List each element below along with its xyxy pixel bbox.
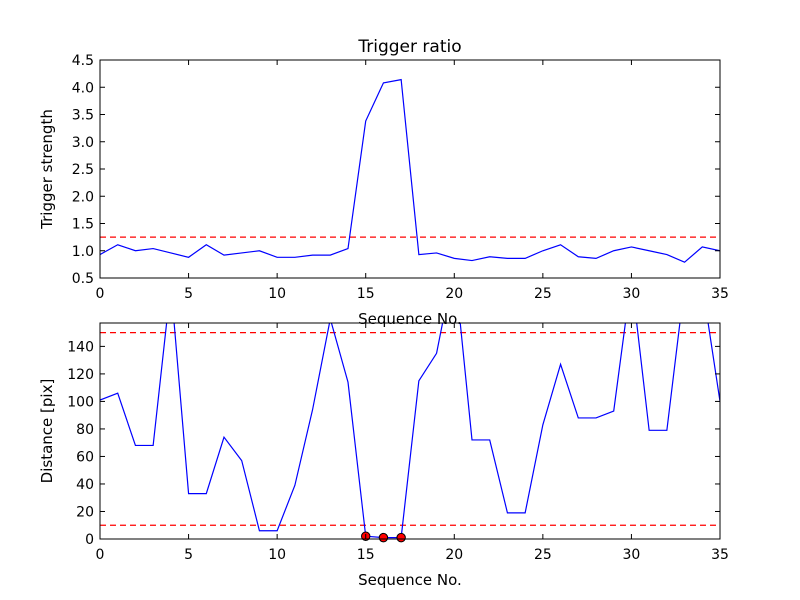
y-tick-label: 60 xyxy=(76,449,94,465)
y-tick-label: 0 xyxy=(85,532,94,548)
y-tick-label: 3.5 xyxy=(72,108,94,124)
y-tick-label: 140 xyxy=(67,339,94,355)
x-tick-label: 10 xyxy=(268,286,286,302)
x-tick-label: 25 xyxy=(534,286,552,302)
marker-point-2 xyxy=(378,532,389,543)
series-line-1 xyxy=(100,78,720,263)
y-tick-label: 80 xyxy=(76,422,94,438)
x-tick-label: 15 xyxy=(357,286,375,302)
y-tick-label: 100 xyxy=(67,394,94,410)
chart-panel-1: 0 5 10 15 20 25 30 35 0.5 1.0 1.5 2.0 2.5 3.0 3.5 4.0 4.… xyxy=(38,37,729,328)
y-tick-label: 4.0 xyxy=(72,80,94,96)
x-tick-label: 0 xyxy=(96,547,105,563)
x-tick-label: 30 xyxy=(623,547,641,563)
y-tick-label: 120 xyxy=(67,367,94,383)
y-tick-label: 3.0 xyxy=(72,135,94,151)
axes-frame xyxy=(99,322,721,540)
chart-panel-2: 0 5 10 15 20 25 30 35 0 20 40 60 80 100 120 140 Sequence… xyxy=(38,322,729,589)
y-tick-label: 1.0 xyxy=(72,244,94,260)
chart-title: Trigger ratio xyxy=(357,37,461,57)
series-line-1 xyxy=(100,323,720,539)
y-tick-label: 1.5 xyxy=(72,217,94,233)
y-axis-label: Trigger strength xyxy=(38,109,56,230)
x-tick-label: 5 xyxy=(184,286,193,302)
x-axis-label: Sequence No. xyxy=(358,571,462,589)
x-tick-label: 5 xyxy=(184,547,193,563)
x-axis-label: Sequence No. xyxy=(358,310,462,328)
x-tick-label: 30 xyxy=(623,286,641,302)
x-tick-label: 0 xyxy=(96,286,105,302)
y-tick-label: 2.0 xyxy=(72,189,94,205)
y-tick-label: 4.5 xyxy=(72,53,94,69)
x-tick-label: 35 xyxy=(711,286,729,302)
y-axis-label: Distance [pix] xyxy=(38,379,56,484)
y-tick-label: 20 xyxy=(76,504,94,520)
x-tick-label: 20 xyxy=(445,286,463,302)
x-tick-label: 15 xyxy=(357,547,375,563)
y-tick-label: 40 xyxy=(76,477,94,493)
y-tick-label: 2.5 xyxy=(72,162,94,178)
x-tick-label: 20 xyxy=(445,547,463,563)
x-tick-label: 10 xyxy=(268,547,286,563)
x-tick-label: 25 xyxy=(534,547,552,563)
x-tick-label: 35 xyxy=(711,547,729,563)
y-tick-label: 0.5 xyxy=(72,271,94,287)
marker-point-3 xyxy=(396,532,406,543)
